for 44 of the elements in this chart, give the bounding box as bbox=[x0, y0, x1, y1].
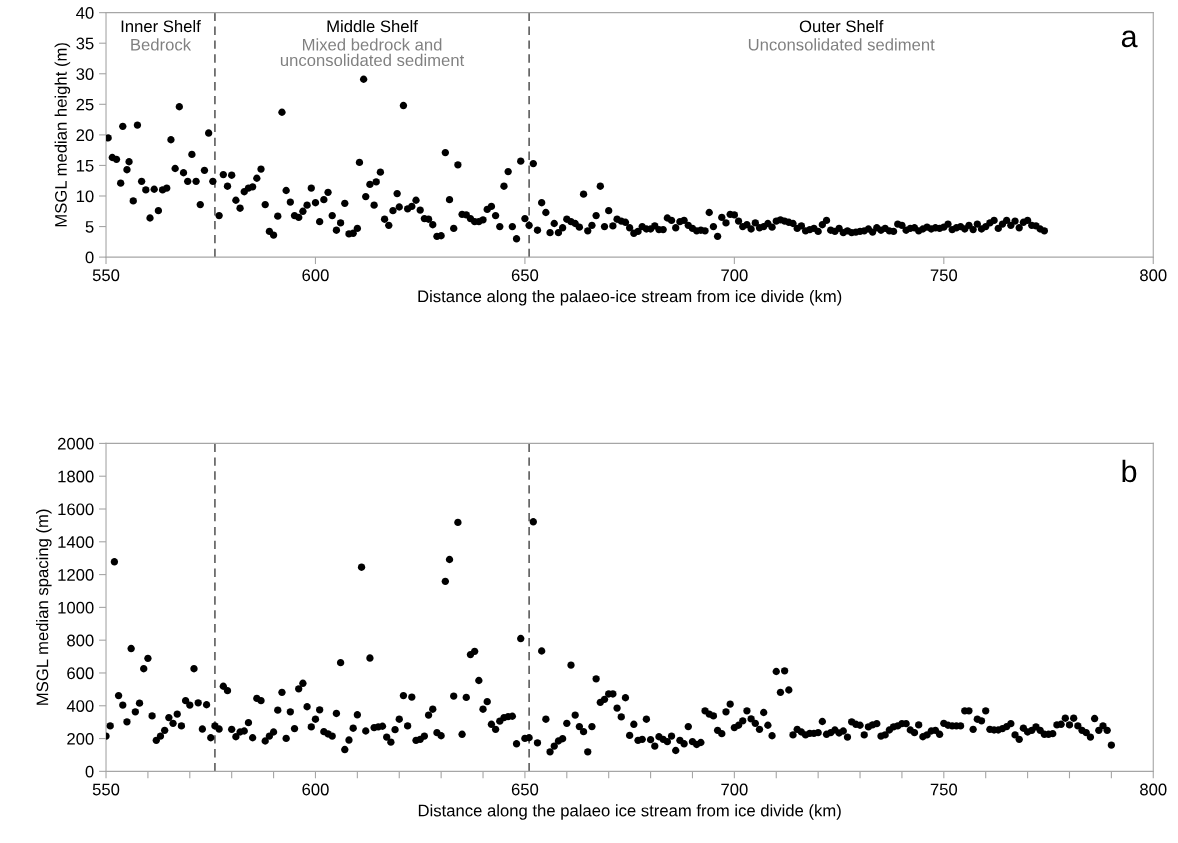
y-tick-label: 0 bbox=[85, 251, 94, 264]
y-tick-label: 40 bbox=[76, 7, 94, 19]
x-tick-label: 700 bbox=[721, 269, 748, 282]
x-axis-title: Distance along the palaeo ice stream from ice divide (km) bbox=[418, 804, 841, 820]
y-tick-label: 1600 bbox=[58, 503, 94, 516]
x-tick-label: 800 bbox=[1140, 783, 1167, 796]
y-tick-label: 600 bbox=[67, 667, 94, 680]
y-tick-label: 35 bbox=[76, 37, 94, 50]
y-tick-label: 25 bbox=[76, 98, 94, 111]
annotation: Bedrock bbox=[131, 38, 192, 51]
y-tick-label: 20 bbox=[76, 129, 94, 142]
x-tick-label: 550 bbox=[92, 783, 120, 796]
y-tick-label: 800 bbox=[67, 634, 94, 647]
x-tick-label: 700 bbox=[721, 783, 748, 796]
y-tick-label: 30 bbox=[76, 68, 94, 80]
x-tick-label: 750 bbox=[930, 269, 958, 282]
y-tick-label: 1000 bbox=[58, 601, 94, 614]
chart-title: a bbox=[1121, 30, 1138, 48]
y-tick-label: 2000 bbox=[57, 437, 94, 450]
y-tick-label: 400 bbox=[66, 700, 94, 712]
annotation: Inner Shelf bbox=[121, 19, 201, 33]
y-tick-label: 1800 bbox=[58, 470, 94, 483]
x-tick-label: 650 bbox=[511, 269, 539, 282]
x-tick-label: 650 bbox=[511, 783, 539, 796]
y-tick-label: 1400 bbox=[58, 536, 94, 548]
annotation: Middle Shelf bbox=[327, 19, 418, 33]
y-tick-label: 0 bbox=[85, 765, 94, 778]
y-tick-label: 15 bbox=[76, 160, 94, 172]
y-axis-title: MSGL median spacing (m) bbox=[36, 509, 52, 705]
x-tick-label: 600 bbox=[302, 783, 329, 796]
y-tick-label: 200 bbox=[67, 732, 94, 745]
x-tick-label: 550 bbox=[92, 269, 120, 282]
annotation: Mixed bedrock and unconsolidated sediment bbox=[280, 38, 465, 67]
x-axis-title: Distance along the palaeo-ice stream from ice divide (km) bbox=[418, 290, 842, 306]
annotation: Outer Shelf bbox=[799, 19, 884, 33]
y-tick-label: 5 bbox=[85, 221, 94, 233]
x-tick-label: 600 bbox=[302, 269, 329, 282]
y-tick-label: 1200 bbox=[58, 568, 94, 581]
chart-title: b bbox=[1122, 459, 1137, 483]
x-tick-label: 750 bbox=[930, 783, 958, 796]
annotation: Unconsolidated sediment bbox=[748, 38, 935, 51]
y-axis-title: MSGL median height (m) bbox=[54, 43, 71, 227]
x-tick-label: 800 bbox=[1140, 269, 1167, 282]
y-tick-label: 10 bbox=[76, 190, 94, 203]
